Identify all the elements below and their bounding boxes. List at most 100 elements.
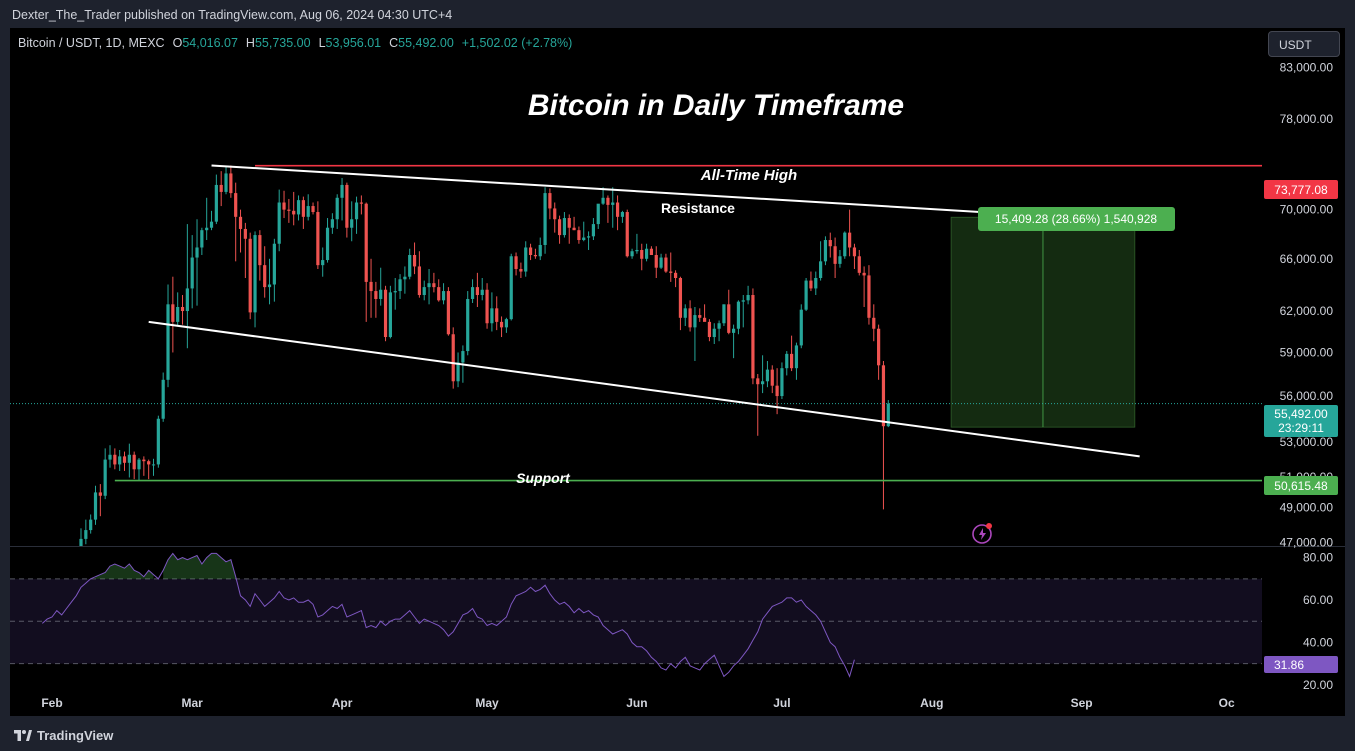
- candle: [794, 342, 799, 380]
- ath-price-value: 73,777.08: [1274, 183, 1328, 197]
- candle: [514, 252, 518, 276]
- candle-body: [147, 461, 151, 465]
- candle: [862, 266, 866, 307]
- candle: [345, 182, 349, 238]
- candle: [780, 362, 784, 400]
- candle-body: [799, 309, 803, 346]
- candle: [89, 514, 93, 534]
- candle: [490, 292, 494, 332]
- candle-body: [345, 184, 349, 228]
- candle-body: [427, 283, 431, 288]
- rsi-overbought-fill: [95, 564, 154, 579]
- candle-body: [388, 292, 392, 338]
- candle-body: [103, 459, 107, 496]
- candle: [572, 216, 576, 231]
- candle: [388, 285, 392, 339]
- candle: [814, 271, 818, 296]
- currency-button[interactable]: USDT: [1268, 31, 1340, 57]
- candle: [630, 248, 634, 259]
- candle-body: [509, 256, 513, 320]
- candle: [147, 459, 151, 480]
- candle: [132, 451, 136, 480]
- candle: [654, 246, 658, 279]
- candle-body: [862, 272, 866, 276]
- brand-name: TradingView: [37, 728, 114, 743]
- candle: [867, 265, 871, 325]
- candle-body: [741, 300, 745, 302]
- candle: [717, 320, 721, 342]
- time-tick-label: Mar: [182, 696, 204, 710]
- candle: [601, 187, 605, 205]
- candle-body: [205, 227, 209, 231]
- time-tick-label: Jul: [773, 696, 790, 710]
- candle: [272, 238, 276, 302]
- candle-body: [248, 238, 252, 313]
- candle: [412, 242, 417, 275]
- candle: [683, 304, 687, 326]
- candle: [877, 324, 881, 380]
- candle: [785, 351, 789, 376]
- candle-body: [485, 289, 489, 324]
- candle-body: [630, 251, 634, 257]
- candle: [151, 458, 156, 476]
- candle-body: [229, 173, 233, 194]
- candle-body: [127, 454, 131, 463]
- candle-body: [263, 265, 267, 288]
- candle: [790, 335, 794, 372]
- candle-body: [785, 353, 789, 369]
- candle: [214, 174, 218, 225]
- candle-body: [765, 369, 770, 382]
- candle: [741, 295, 745, 328]
- candle-body: [137, 459, 141, 470]
- support-price-tag: 50,615.48: [1264, 476, 1338, 495]
- candle: [722, 304, 726, 326]
- candle-body: [354, 202, 359, 220]
- price-tick-label: 78,000.00: [1280, 112, 1334, 126]
- candle-body: [659, 257, 663, 268]
- candle: [224, 166, 228, 195]
- candle-body: [267, 284, 272, 288]
- candle: [509, 253, 513, 321]
- candle: [258, 230, 262, 281]
- candle: [760, 355, 765, 394]
- candle-body: [292, 210, 296, 215]
- tradingview-logo[interactable]: TradingView: [14, 728, 113, 743]
- candle-body: [770, 369, 774, 386]
- support-channel-trendline[interactable]: [148, 320, 1140, 458]
- candle: [819, 241, 823, 281]
- candle-body: [678, 278, 683, 318]
- candle-body: [316, 212, 320, 266]
- candle-body: [441, 291, 446, 301]
- candle-body: [470, 287, 475, 299]
- candle-body: [649, 248, 654, 256]
- candle-body: [557, 219, 562, 236]
- candle-body: [219, 184, 223, 192]
- candle: [374, 281, 378, 318]
- candle: [253, 231, 257, 328]
- candle-body: [727, 304, 731, 333]
- candle: [200, 227, 204, 256]
- candle-body: [466, 298, 470, 352]
- candle: [543, 187, 547, 254]
- candle: [804, 278, 808, 312]
- candle: [306, 194, 310, 221]
- candle-body: [794, 345, 799, 369]
- flash-icon[interactable]: [972, 523, 992, 544]
- rsi-overbought-fill: [163, 553, 236, 579]
- candle-body: [151, 464, 156, 466]
- candle-body: [296, 200, 301, 215]
- candle: [809, 271, 813, 292]
- candle: [379, 267, 383, 306]
- candle: [296, 195, 301, 221]
- candle: [640, 243, 644, 271]
- candle-body: [698, 315, 702, 318]
- candle: [383, 285, 388, 342]
- rsi-tick-label: 60.00: [1303, 593, 1333, 607]
- candle-body: [606, 197, 610, 205]
- candle-body: [790, 353, 794, 369]
- candle-body: [712, 328, 716, 338]
- candle: [727, 289, 731, 335]
- candle: [248, 232, 252, 320]
- ohlc-legend[interactable]: Bitcoin / USDT, 1D, MEXC O54,016.07 H55,73…: [18, 36, 572, 50]
